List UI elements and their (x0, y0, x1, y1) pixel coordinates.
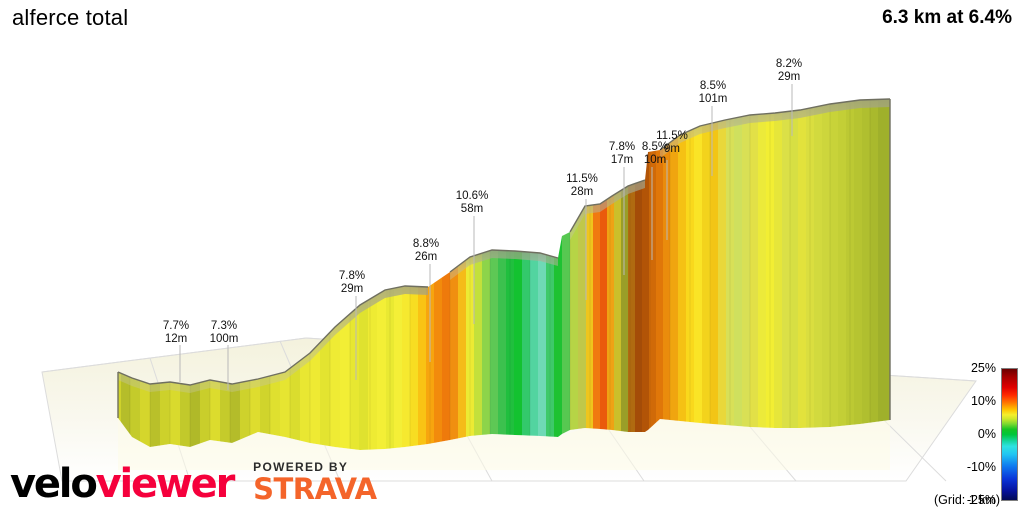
veloviewer-logo[interactable]: veloviewer (10, 461, 236, 507)
profile-shadow-body (118, 418, 890, 470)
powered-by-label: POWERED BY (253, 459, 349, 474)
gradient-legend: 25% 10% 0% -10% -25% (908, 362, 1020, 507)
grid-note-text: (Grid: 1 km) (934, 493, 1000, 507)
page-title: alferce total (12, 5, 129, 30)
legend-tick-zero: 0% (977, 427, 996, 441)
branding-footer: veloviewer POWERED BY STRAVA (10, 458, 377, 510)
legend-tick-low: -10% (966, 460, 996, 474)
legend-tick-min: -25% (966, 493, 996, 507)
veloviewer-logo-viewer: viewer (95, 461, 236, 507)
strava-wordmark: STRAVA (253, 471, 377, 506)
gradient-ribbon (118, 99, 890, 450)
strava-attribution[interactable]: POWERED BY STRAVA (253, 459, 377, 508)
ribbon-outline (117, 98, 891, 420)
climb-summary: 6.3 km at 6.4% (882, 7, 1012, 28)
ribbon-top-cap (118, 99, 890, 393)
label-leader-lines (179, 84, 793, 390)
legend-tick-high: 10% (970, 394, 996, 408)
veloviewer-logo-velo: velo (10, 461, 98, 507)
gradient-colorbar (1001, 368, 1018, 501)
legend-tick-max: 25% (970, 361, 996, 375)
grid-note: (Grid: 1 km) (934, 494, 1000, 507)
